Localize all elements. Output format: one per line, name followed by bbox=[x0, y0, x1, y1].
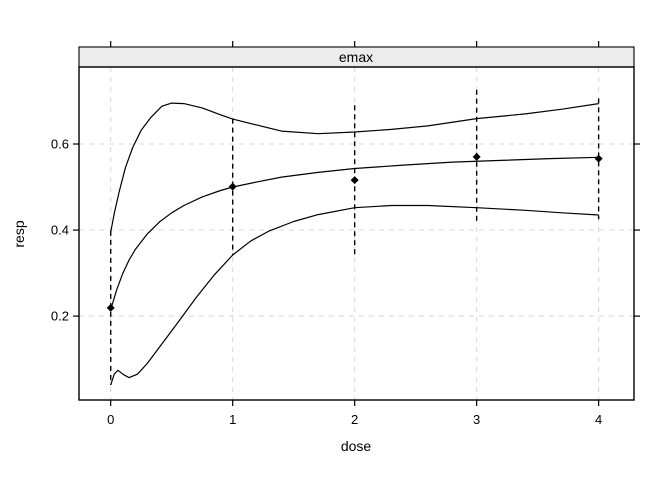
x-tick-label: 4 bbox=[595, 412, 602, 427]
x-tick-label: 1 bbox=[229, 412, 236, 427]
lower-confidence-band bbox=[110, 204, 599, 386]
panel-border bbox=[78, 66, 635, 401]
x-tick-label: 0 bbox=[107, 412, 114, 427]
dose-mean-point bbox=[228, 182, 237, 191]
plot-content: 0 1 2 3 4 0.2 0.4 0.6 bbox=[51, 41, 640, 427]
dose-mean-point bbox=[594, 154, 603, 163]
upper-confidence-band bbox=[110, 102, 599, 233]
x-tick-label: 2 bbox=[351, 412, 358, 427]
panel-strip-label: emax bbox=[339, 49, 373, 65]
y-tick-label: 0.2 bbox=[51, 309, 69, 324]
x-tick-label: 3 bbox=[473, 412, 480, 427]
y-axis-label: resp bbox=[11, 220, 27, 247]
dose-mean-point bbox=[106, 303, 115, 312]
dose-mean-point bbox=[472, 152, 481, 161]
y-tick-label: 0.6 bbox=[51, 137, 69, 152]
dose-mean-point bbox=[350, 176, 359, 185]
y-tick-label: 0.4 bbox=[51, 223, 69, 238]
fitted-emax-curve bbox=[110, 156, 599, 310]
x-axis-label: dose bbox=[341, 438, 372, 454]
